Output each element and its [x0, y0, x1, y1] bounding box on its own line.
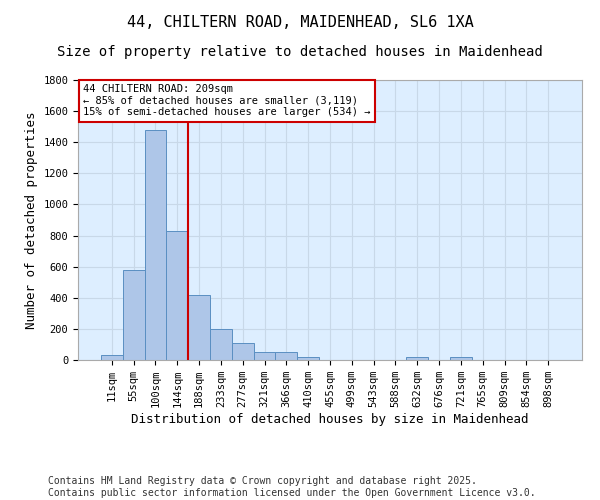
Bar: [123, 270, 145, 360]
Bar: [145, 130, 166, 360]
Text: Size of property relative to detached houses in Maidenhead: Size of property relative to detached ho…: [57, 45, 543, 59]
Bar: [254, 352, 275, 360]
Bar: [275, 352, 297, 360]
Bar: [450, 357, 472, 360]
Y-axis label: Number of detached properties: Number of detached properties: [25, 112, 38, 329]
Text: Contains HM Land Registry data © Crown copyright and database right 2025.
Contai: Contains HM Land Registry data © Crown c…: [48, 476, 536, 498]
Bar: [101, 356, 123, 360]
Bar: [188, 294, 210, 360]
Bar: [406, 357, 428, 360]
Bar: [166, 231, 188, 360]
Text: 44, CHILTERN ROAD, MAIDENHEAD, SL6 1XA: 44, CHILTERN ROAD, MAIDENHEAD, SL6 1XA: [127, 15, 473, 30]
Text: 44 CHILTERN ROAD: 209sqm
← 85% of detached houses are smaller (3,119)
15% of sem: 44 CHILTERN ROAD: 209sqm ← 85% of detach…: [83, 84, 371, 117]
Bar: [232, 343, 254, 360]
Bar: [210, 329, 232, 360]
X-axis label: Distribution of detached houses by size in Maidenhead: Distribution of detached houses by size …: [131, 413, 529, 426]
Bar: [297, 357, 319, 360]
